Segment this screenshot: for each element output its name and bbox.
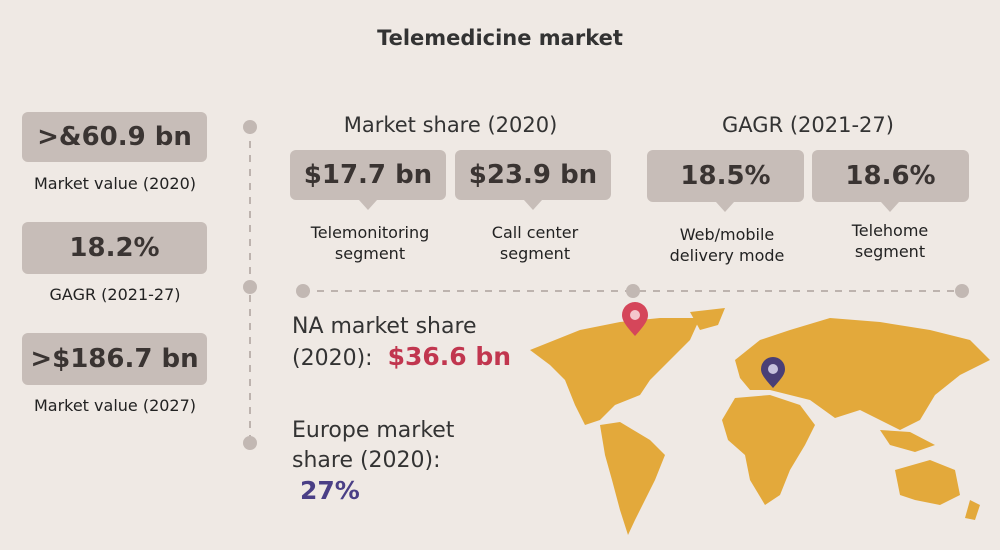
region-na: NA market share (2020): $36.6 bn: [292, 312, 532, 374]
item-label: Telehome segment: [851, 221, 929, 261]
summary-value: >$186.7 bn: [22, 333, 207, 385]
item-value: 18.5%: [647, 150, 804, 202]
pin-europe: [761, 357, 785, 388]
item-label: Telemonitoring segment: [310, 223, 430, 263]
world-map: [530, 308, 990, 535]
region-label: NA market share (2020):: [292, 314, 477, 371]
item-label: Call center segment: [491, 223, 579, 263]
summary-label: GAGR (2021-27): [49, 285, 181, 304]
region-value: 27%: [300, 476, 360, 505]
pin-na: [622, 302, 648, 336]
item-value: $17.7 bn: [290, 150, 446, 200]
summary-label: Market value (2027): [33, 396, 197, 415]
group-title: Market share (2020): [343, 113, 558, 137]
group-title: GAGR (2021-27): [722, 113, 894, 137]
item-value: 18.6%: [812, 150, 969, 202]
region-europe: Europe market share (2020): 27%: [292, 416, 492, 508]
item-value: $23.9 bn: [455, 150, 611, 200]
summary-label: Market value (2020): [33, 174, 197, 193]
summary-value: >&60.9 bn: [22, 112, 207, 162]
region-value: $36.6 bn: [387, 342, 512, 371]
region-label: Europe market share (2020):: [292, 418, 455, 473]
summary-value: 18.2%: [22, 222, 207, 274]
title: Telemedicine market: [377, 26, 623, 50]
item-label: Web/mobile delivery mode: [669, 225, 785, 265]
